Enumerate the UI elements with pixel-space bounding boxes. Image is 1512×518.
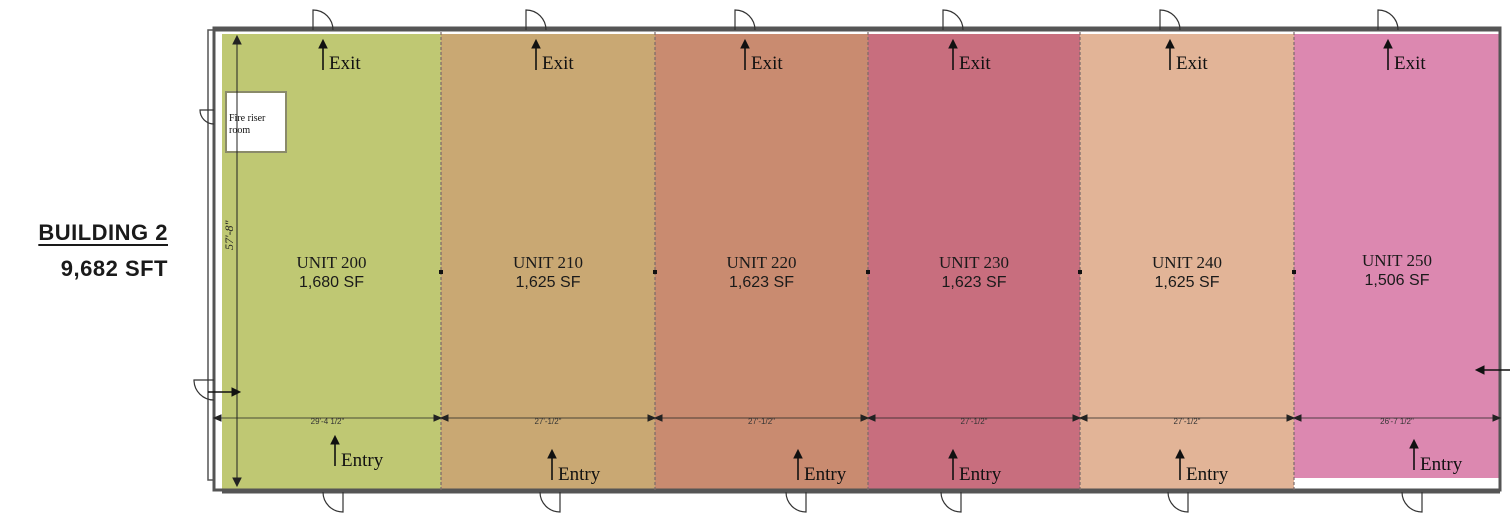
entry-label-2: Entry (804, 464, 847, 485)
fire-riser-room (225, 91, 287, 153)
exit-arrow-1-head (531, 38, 541, 49)
entry-door-1 (539, 491, 561, 513)
exit-arrow-2-head (740, 38, 750, 49)
entry-door-4 (1167, 491, 1189, 513)
overall-depth-dimension: 57'-8" (222, 220, 236, 250)
entry-door-0 (322, 491, 344, 513)
entry-label-3: Entry (959, 464, 1002, 485)
exit-label-0: Exit (329, 53, 361, 74)
entry-arrow-3-head (948, 448, 958, 459)
unit-0-area: 1,680 SF (299, 274, 364, 291)
exit-label-2: Exit (751, 53, 783, 74)
column-1 (653, 270, 657, 274)
exit-door-2 (734, 9, 756, 31)
entry-door-2 (785, 491, 807, 513)
unit-2-area: 1,623 SF (729, 274, 794, 291)
exit-arrow-5-head (1383, 38, 1393, 49)
exit-label-3: Exit (959, 53, 991, 74)
unit-2-width-arrow-left (653, 414, 663, 422)
unit-2-width-arrow-right (860, 414, 870, 422)
exit-label-5: Exit (1394, 53, 1426, 74)
unit-5-name: UNIT 250 (1361, 251, 1433, 270)
entry-arrow-0-head (330, 434, 340, 445)
exit-door-0 (312, 9, 334, 31)
west-side-door (193, 379, 215, 401)
exit-label-4: Exit (1176, 53, 1208, 74)
unit-4-width-arrow-right (1286, 414, 1296, 422)
entry-door-5 (1401, 491, 1423, 513)
unit-5-area: 1,506 SF (1364, 272, 1430, 289)
west-wall-detail (207, 29, 215, 481)
unit-4-area-fill (1080, 34, 1294, 492)
unit-3-name: UNIT 230 (938, 253, 1010, 272)
unit-0-name: UNIT 200 (296, 253, 367, 272)
fire-riser-room-label: Fire riser room (229, 113, 266, 136)
exit-arrow-0-head (318, 38, 328, 49)
unit-3-area: 1,623 SF (941, 274, 1007, 291)
west-entry-arrow-head (231, 387, 242, 397)
column-4 (1292, 270, 1296, 274)
unit-1-area-fill (441, 34, 655, 492)
entry-arrow-1-head (547, 448, 557, 459)
unit-5-area-fill (1294, 34, 1500, 478)
unit-3-width-arrow-right (1072, 414, 1082, 422)
unit-5-width-dimension: 26'-7 1/2" (1380, 417, 1414, 426)
column-2 (866, 270, 870, 274)
unit-1-width-dimension: 27'-1/2" (534, 417, 562, 426)
unit-0-width-arrow-left (212, 414, 222, 422)
depth-arrow-bottom (232, 477, 242, 488)
unit-1-area: 1,625 SF (515, 274, 581, 291)
exit-door-1 (525, 9, 547, 31)
exit-door-5 (1377, 9, 1399, 31)
exit-arrow-3-head (948, 38, 958, 49)
exit-door-4 (1159, 9, 1181, 31)
entry-label-0: Entry (341, 450, 384, 471)
entry-arrow-4-head (1175, 448, 1185, 459)
unit-1-name: UNIT 210 (512, 253, 584, 272)
unit-5-width-arrow-left (1292, 414, 1302, 422)
column-3 (1078, 270, 1082, 274)
entry-arrow-2-head (793, 448, 803, 459)
unit-4-width-dimension: 27'-1/2" (1173, 417, 1201, 426)
depth-arrow-top (232, 34, 242, 45)
riser-side-door (199, 109, 215, 125)
column-0 (439, 270, 443, 274)
unit-4-width-arrow-left (1078, 414, 1088, 422)
unit-4-name: UNIT 240 (1151, 253, 1223, 272)
exit-door-3 (942, 9, 964, 31)
unit-5-width-arrow-right (1492, 414, 1502, 422)
exit-arrow-4-head (1165, 38, 1175, 49)
entry-label-1: Entry (558, 464, 601, 485)
east-entry-arrow-head (1474, 365, 1485, 375)
unit-4-area: 1,625 SF (1154, 274, 1220, 291)
entry-label-5: Entry (1420, 454, 1463, 475)
unit-1-width-arrow-left (439, 414, 449, 422)
unit-1-width-arrow-right (647, 414, 657, 422)
unit-0-width-arrow-right (433, 414, 443, 422)
unit-0-width-dimension: 29'-4 1/2" (310, 417, 345, 426)
building-name: BUILDING 2 (38, 220, 168, 245)
unit-2-area-fill (655, 34, 868, 492)
entry-arrow-5-head (1409, 438, 1419, 449)
exit-label-1: Exit (542, 53, 574, 74)
unit-3-width-arrow-left (866, 414, 876, 422)
unit-2-width-dimension: 27'-1/2" (747, 417, 776, 426)
unit-3-area-fill (868, 34, 1080, 492)
unit-2-name: UNIT 220 (726, 253, 797, 272)
entry-label-4: Entry (1186, 464, 1229, 485)
unit-3-width-dimension: 27'-1/2" (960, 417, 988, 426)
building-area: 9,682 SFT (60, 256, 168, 281)
entry-door-3 (940, 491, 962, 513)
